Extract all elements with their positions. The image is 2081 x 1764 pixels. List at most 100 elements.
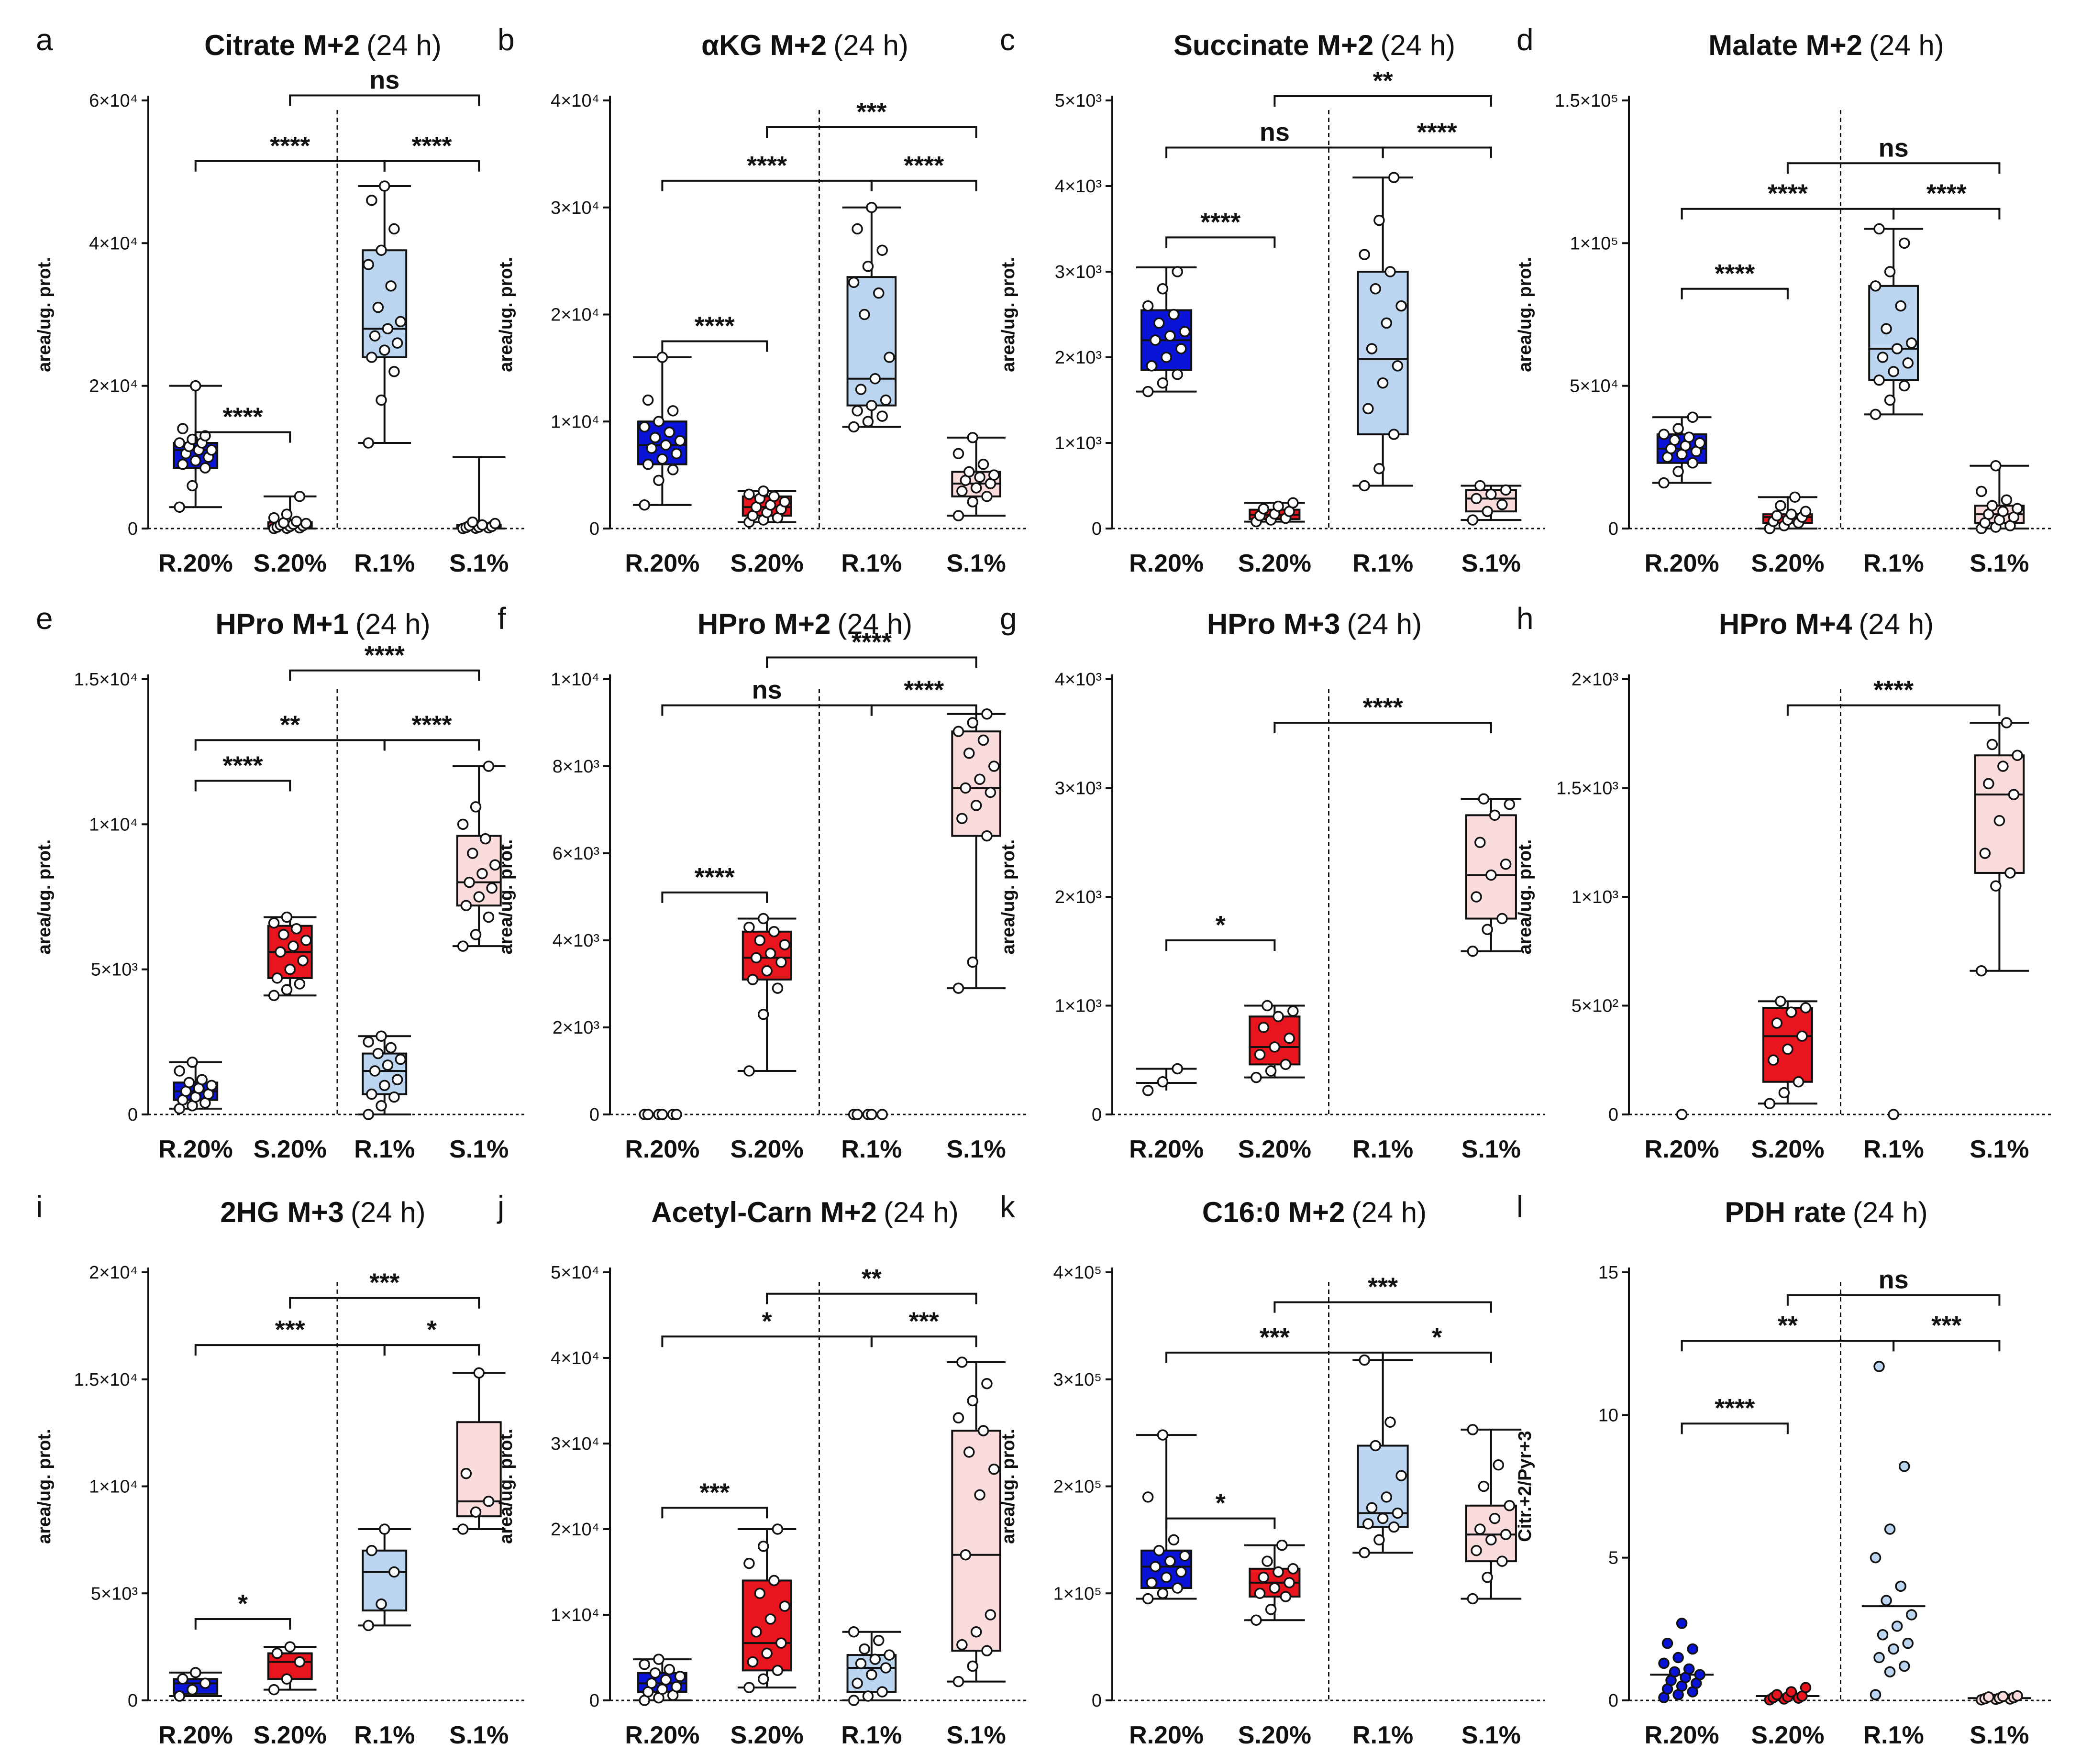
data-point <box>1658 1657 1670 1669</box>
significance-label: **** <box>270 132 310 160</box>
x-tick-label: S.1% <box>1970 1721 2029 1749</box>
data-point <box>772 982 784 994</box>
significance-label: ** <box>1778 1311 1798 1340</box>
data-point <box>873 1634 885 1646</box>
significance-label: **** <box>222 403 263 431</box>
data-point <box>768 1575 780 1587</box>
data-point <box>483 911 495 923</box>
data-point <box>869 1654 881 1665</box>
data-point <box>1172 266 1183 277</box>
significance-label: **** <box>1200 208 1240 236</box>
data-point <box>866 399 877 411</box>
significance-bracket <box>383 739 480 751</box>
data-point <box>379 344 390 356</box>
data-point <box>757 1541 769 1552</box>
data-point <box>1672 423 1684 434</box>
y-tick-label: 3×10³ <box>1055 779 1102 799</box>
group-2 <box>842 202 901 433</box>
title-time: (24 h) <box>1351 1196 1427 1228</box>
title-time: (24 h) <box>1859 608 1934 640</box>
data-point <box>674 435 686 447</box>
group-1 <box>1756 1682 1820 1706</box>
y-tick-label: 4×10⁴ <box>551 1348 599 1368</box>
y-tick-label: 1×10³ <box>1055 433 1102 453</box>
data-point <box>268 917 280 929</box>
y-tick-label: 4×10³ <box>1055 176 1102 197</box>
data-point <box>476 868 488 880</box>
data-point <box>1392 360 1404 372</box>
data-point <box>1388 172 1400 183</box>
x-tick-label: R.1% <box>1352 1136 1413 1163</box>
data-point <box>1976 485 1987 497</box>
data-point <box>1493 1459 1505 1471</box>
y-axis-label: area/ug. prot. <box>34 257 55 372</box>
data-point <box>1161 352 1172 363</box>
group-0 <box>169 1057 222 1114</box>
data-point <box>1870 408 1882 420</box>
x-tick-label: R.20% <box>625 550 699 577</box>
data-point <box>671 1109 682 1120</box>
significance-bracket <box>870 704 977 716</box>
data-point <box>653 1654 664 1665</box>
significance-bracket <box>1273 1301 1492 1313</box>
data-point <box>967 1395 978 1407</box>
data-point <box>1881 323 1892 335</box>
data-point <box>985 786 996 798</box>
data-point <box>187 1057 198 1068</box>
data-point <box>290 516 302 527</box>
group-3 <box>452 761 506 952</box>
data-point <box>1768 1054 1779 1066</box>
data-point <box>177 459 188 470</box>
significance-bracket <box>194 1618 291 1630</box>
data-point <box>1800 506 1812 517</box>
data-point <box>379 180 390 192</box>
data-point <box>1172 369 1183 380</box>
significance-bracket <box>1893 1340 2001 1352</box>
significance-label: ns <box>1879 1266 1909 1294</box>
data-point <box>1142 1085 1154 1096</box>
data-point <box>757 485 769 497</box>
y-tick-label: 3×10³ <box>1055 262 1102 282</box>
data-point <box>656 1683 668 1695</box>
panel-b: b αKG M+2 (24 h) area/ug. prot. 0 1×10⁴ 2×10⁴ 3… <box>496 22 1029 577</box>
group-3 <box>947 432 1006 521</box>
data-point <box>977 734 989 746</box>
significance-bracket <box>1165 146 1384 158</box>
data-point <box>639 1659 650 1670</box>
data-point <box>2012 1690 2023 1702</box>
title-metric: PDH rate <box>1725 1196 1846 1228</box>
data-point <box>1500 1529 1512 1540</box>
data-point <box>779 939 791 950</box>
data-point <box>1373 1534 1385 1546</box>
significance-label: ** <box>862 1264 882 1293</box>
title-time: (24 h) <box>1347 608 1422 640</box>
x-tick-label: R.1% <box>841 1721 902 1749</box>
data-point <box>177 1673 188 1685</box>
data-point <box>2001 494 2013 506</box>
significance-bracket <box>194 431 291 443</box>
x-tick-label: R.1% <box>841 550 902 577</box>
data-point <box>1694 1669 1705 1681</box>
data-point <box>1262 1555 1273 1567</box>
data-point <box>473 1367 485 1379</box>
panel-l: l PDH rate (24 h) Citr.+2/Pyr+3 0 5 10 15 R.20% S… <box>1515 1190 2052 1749</box>
x-tick-label: R.20% <box>158 1721 233 1749</box>
data-point <box>775 956 787 968</box>
data-point <box>1366 343 1378 354</box>
data-point <box>757 1008 769 1020</box>
data-point <box>1789 491 1801 503</box>
data-point <box>467 516 478 528</box>
group-0 <box>169 1667 222 1702</box>
group-3 <box>452 456 506 534</box>
panel-title: PDH rate (24 h) <box>1725 1196 1927 1228</box>
data-point <box>952 1676 964 1687</box>
data-point <box>1905 337 1917 349</box>
data-point <box>1888 1109 1899 1120</box>
significance-label: **** <box>1363 693 1403 722</box>
y-tick-label: 1×10³ <box>1572 887 1618 907</box>
data-point <box>1254 1588 1266 1599</box>
data-point <box>671 1681 682 1693</box>
data-point <box>667 405 679 417</box>
data-point <box>1142 1593 1154 1605</box>
panel-e: e HPro M+1 (24 h) area/ug. prot. 0 5×10³ 1×10⁴… <box>34 601 526 1163</box>
